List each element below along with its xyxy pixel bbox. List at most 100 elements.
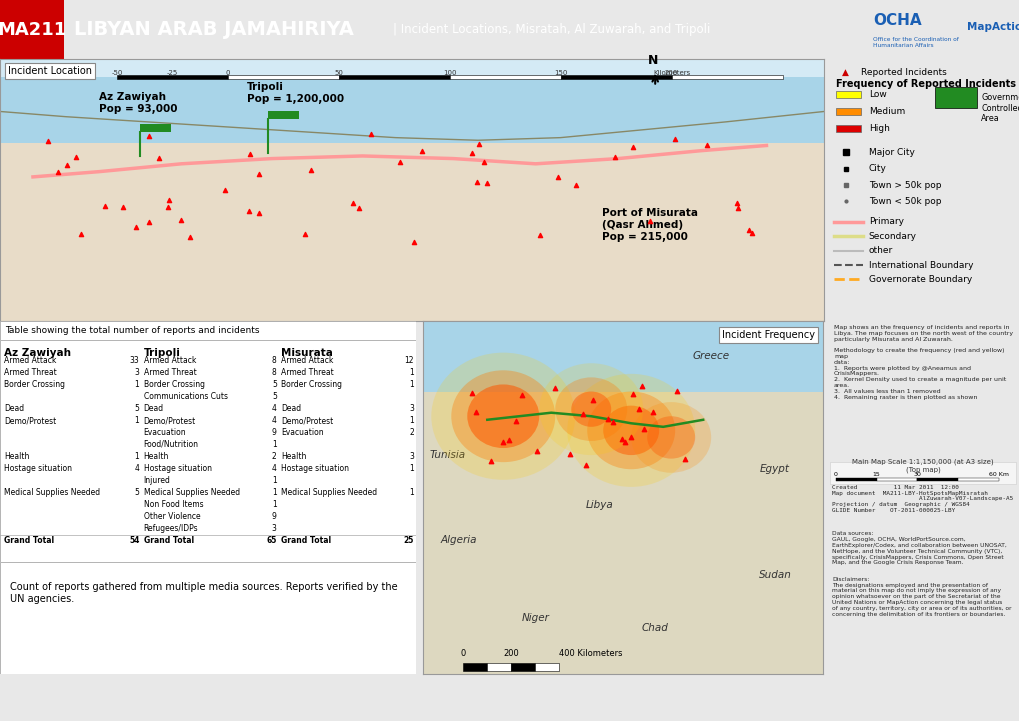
Point xyxy=(623,431,639,443)
Point xyxy=(50,167,66,178)
Circle shape xyxy=(571,392,610,427)
Text: Disclaimers:
The designations employed and the presentation of
material on this : Disclaimers: The designations employed a… xyxy=(832,577,1011,616)
Text: Count of reports gathered from multiple media sources. Reports verified by the
U: Count of reports gathered from multiple … xyxy=(10,583,397,604)
Bar xyxy=(338,75,449,79)
Text: N: N xyxy=(648,55,658,68)
Point xyxy=(500,434,517,446)
Text: 65: 65 xyxy=(266,536,276,544)
Text: City: City xyxy=(868,164,886,173)
Text: 5: 5 xyxy=(272,392,276,401)
Point xyxy=(676,453,692,464)
Point xyxy=(630,404,646,415)
Point xyxy=(40,136,56,147)
Bar xyxy=(0,427,416,439)
Text: Data sources:
GAUL, Google, OCHA, WorldPortSource.com,
EarthExplorer/Codex, and : Data sources: GAUL, Google, OCHA, WorldP… xyxy=(832,531,1006,565)
Text: -25: -25 xyxy=(167,70,178,76)
Text: 8: 8 xyxy=(272,368,276,377)
Text: 25: 25 xyxy=(404,536,414,544)
Circle shape xyxy=(602,406,658,455)
Point xyxy=(635,424,651,435)
Point xyxy=(478,177,494,188)
Text: Libya: Libya xyxy=(585,500,612,510)
Text: 1: 1 xyxy=(409,464,414,473)
Text: 1: 1 xyxy=(409,368,414,377)
Text: 33: 33 xyxy=(129,356,140,366)
Point xyxy=(744,227,760,239)
Point xyxy=(344,198,361,209)
Text: Sudan: Sudan xyxy=(758,570,791,580)
Bar xyxy=(140,124,171,133)
Bar xyxy=(916,478,957,480)
Point xyxy=(613,433,630,445)
Point xyxy=(528,445,544,456)
Bar xyxy=(836,478,875,480)
Point xyxy=(568,180,584,191)
Bar xyxy=(0,451,416,463)
Point xyxy=(624,142,640,154)
Point xyxy=(642,215,658,226)
Text: Grand Total: Grand Total xyxy=(144,536,194,544)
Text: 1: 1 xyxy=(409,488,414,497)
Text: 1: 1 xyxy=(272,476,276,485)
Text: Evacuation: Evacuation xyxy=(144,428,186,437)
Text: 1: 1 xyxy=(272,440,276,449)
Text: International Boundary: International Boundary xyxy=(868,260,972,270)
Point xyxy=(406,236,422,247)
Text: Tripoli
Pop = 1,200,000: Tripoli Pop = 1,200,000 xyxy=(247,82,344,104)
Text: 3: 3 xyxy=(409,404,414,413)
Point xyxy=(217,185,233,196)
Text: Non Food Items: Non Food Items xyxy=(144,500,203,509)
Text: Town < 50k pop: Town < 50k pop xyxy=(868,197,941,206)
Bar xyxy=(836,91,860,98)
Text: 0: 0 xyxy=(461,649,466,658)
Text: Armed Attack: Armed Attack xyxy=(4,356,56,366)
Point xyxy=(606,151,623,163)
Text: High: High xyxy=(868,124,889,133)
Text: Medium: Medium xyxy=(868,107,904,116)
Point xyxy=(173,215,190,226)
Point xyxy=(141,130,157,141)
Point xyxy=(549,171,566,182)
Text: 30: 30 xyxy=(912,472,920,477)
Point xyxy=(297,229,313,240)
Bar xyxy=(463,663,487,671)
Text: 5: 5 xyxy=(272,380,276,389)
Circle shape xyxy=(450,371,554,462)
Text: Hostage situation: Hostage situation xyxy=(144,464,211,473)
Text: 12: 12 xyxy=(405,356,414,366)
Text: Dead: Dead xyxy=(4,404,24,413)
Text: Low: Low xyxy=(868,90,886,99)
Point xyxy=(182,231,199,243)
Bar xyxy=(0,379,416,392)
Circle shape xyxy=(539,363,643,455)
Text: Grand Total: Grand Total xyxy=(4,536,54,544)
Text: 3: 3 xyxy=(272,523,276,533)
Text: 15: 15 xyxy=(872,472,879,477)
Text: Hostage situation: Hostage situation xyxy=(280,464,348,473)
Point xyxy=(161,194,177,205)
Text: 200: 200 xyxy=(664,70,678,76)
Bar xyxy=(560,75,672,79)
Bar xyxy=(0,523,416,535)
Text: Major City: Major City xyxy=(868,148,914,156)
Text: ▲: ▲ xyxy=(842,68,848,77)
Bar xyxy=(117,75,227,79)
Text: Greece: Greece xyxy=(692,351,729,361)
Point xyxy=(242,149,258,160)
Point xyxy=(577,459,593,471)
Text: Armed Attack: Armed Attack xyxy=(144,356,196,366)
Text: Incident Location: Incident Location xyxy=(8,66,92,76)
Circle shape xyxy=(431,353,575,480)
Point xyxy=(464,147,480,159)
Text: Communications Cuts: Communications Cuts xyxy=(144,392,227,401)
Point xyxy=(59,159,75,170)
Text: Injured: Injured xyxy=(144,476,170,485)
Point xyxy=(303,164,319,175)
Text: 2: 2 xyxy=(272,452,276,461)
Text: OCHA: OCHA xyxy=(872,13,921,28)
Text: Incident Frequency: Incident Frequency xyxy=(721,329,814,340)
Point xyxy=(97,200,113,212)
Text: Table showing the total number of reports and incidents: Table showing the total number of report… xyxy=(5,326,259,335)
Circle shape xyxy=(467,384,539,448)
Text: Food/Nutrition: Food/Nutrition xyxy=(144,440,199,449)
